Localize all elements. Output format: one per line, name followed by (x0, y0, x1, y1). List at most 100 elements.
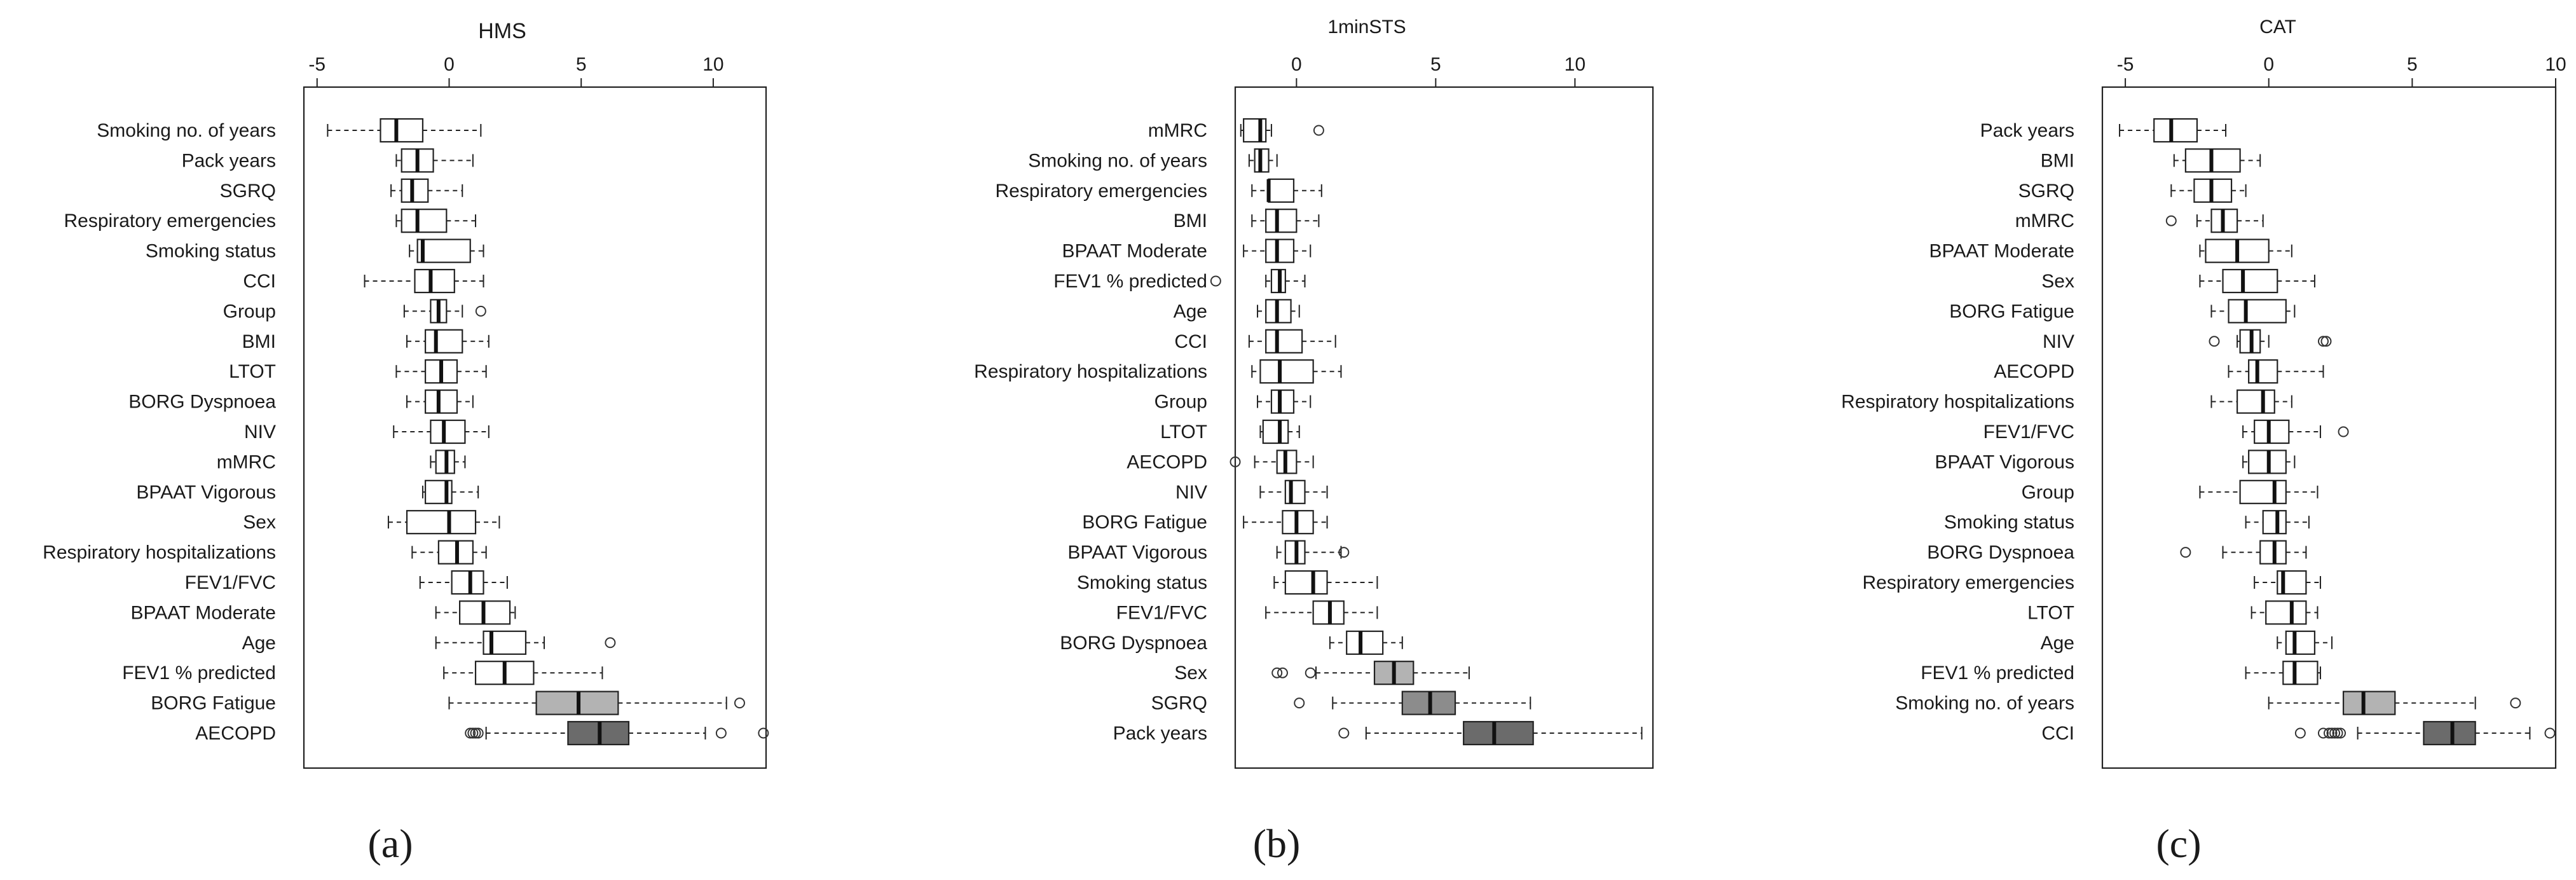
row-label: NIV (2043, 331, 2074, 352)
axis-tick-label: 0 (444, 54, 455, 75)
outlier-point (467, 727, 479, 739)
iqr-box (380, 118, 424, 143)
row-label: NIV (1175, 482, 1207, 503)
box-row: Sex (1174, 661, 1470, 685)
outlier-point (1271, 667, 1283, 678)
box-row: Pack years (1113, 720, 1643, 746)
iqr-box (2248, 359, 2278, 384)
row-label: FEV1 % predicted (1921, 663, 2074, 684)
outlier-point (2324, 727, 2334, 739)
outlier-point (2317, 727, 2329, 739)
box-row: BMI (1174, 209, 1320, 233)
outlier-point (1305, 667, 1316, 678)
box-row: CCI (243, 268, 484, 294)
iqr-box (1463, 720, 1534, 746)
row-label: Pack years (1980, 120, 2074, 141)
row-label: BPAAT Moderate (131, 602, 276, 623)
box-row: BMI (242, 329, 490, 354)
row-label: BORG Fatigue (1949, 301, 2074, 322)
iqr-box (2282, 661, 2319, 685)
iqr-box (2423, 720, 2476, 746)
outlier-point (2338, 426, 2349, 437)
outlier-point (2180, 547, 2191, 558)
box-row: LTOT (2027, 600, 2319, 625)
iqr-box (451, 570, 484, 595)
row-label: BPAAT Vigorous (1067, 542, 1207, 563)
box-row: SGRQ (220, 178, 463, 203)
row-label: BPAAT Moderate (1062, 241, 1207, 262)
box-row: CCI (1174, 329, 1336, 354)
panel-label: (a) (367, 821, 413, 866)
box-row: BPAAT Vigorous (1935, 450, 2296, 474)
box-row: LTOT (1160, 419, 1300, 444)
plot-frame (2101, 86, 2557, 769)
row-label: AECOPD (195, 723, 276, 744)
row-label: SGRQ (1151, 693, 1207, 714)
row-label: LTOT (1160, 422, 1207, 443)
row-label: Smoking status (1944, 512, 2074, 533)
outlier-point (758, 727, 769, 739)
row-label: FEV1 % predicted (122, 663, 276, 684)
iqr-box (1346, 630, 1384, 655)
row-label: Respiratory hospitalizations (43, 542, 276, 563)
box-row: NIV (244, 419, 490, 444)
row-label: Pack years (1113, 723, 1207, 744)
row-label: Sex (2041, 271, 2074, 292)
outlier-point (2317, 336, 2329, 347)
iqr-box (2262, 510, 2287, 535)
row-label: Smoking status (146, 241, 276, 262)
box-row: FEV1/FVC (1116, 600, 1378, 625)
box-row: Age (2041, 630, 2333, 655)
row-label: CCI (243, 271, 276, 292)
box-row: Sex (2041, 268, 2315, 294)
outlier-point (1338, 547, 1350, 558)
box-row: Respiratory hospitalizations (974, 359, 1342, 384)
box-row: mMRC (1148, 118, 1324, 143)
outlier-point (1210, 275, 1221, 287)
box-row: BMI (2041, 148, 2261, 173)
row-label: FEV1/FVC (1116, 602, 1207, 623)
outlier-point (2335, 727, 2346, 739)
panel-label: (b) (1253, 821, 1301, 866)
outlier-point (2332, 727, 2343, 739)
row-label: Respiratory emergencies (996, 181, 1207, 202)
iqr-box (2236, 389, 2275, 414)
iqr-box (2265, 600, 2307, 625)
row-label: Respiratory emergencies (64, 210, 276, 231)
outlier-point (2329, 727, 2341, 739)
iqr-box (1284, 570, 1328, 595)
row-label: Respiratory hospitalizations (1841, 392, 2074, 413)
outlier-point (2294, 727, 2306, 739)
box-row: FEV1 % predicted (122, 661, 603, 685)
row-label: SGRQ (2018, 181, 2074, 202)
row-label: LTOT (229, 361, 276, 382)
box-row: BORG Dyspnoea (1060, 630, 1403, 655)
iqr-box (1268, 178, 1295, 203)
outlier-point (1338, 727, 1350, 739)
outlier-point (1294, 698, 1305, 709)
iqr-box (1270, 389, 1295, 414)
box-row: LTOT (229, 359, 487, 384)
box-row: AECOPD (1127, 450, 1314, 474)
outlier-point (715, 727, 727, 739)
box-row: Pack years (1980, 118, 2227, 143)
box-row: BPAAT Moderate (1062, 238, 1312, 263)
iqr-box (2153, 118, 2198, 143)
row-label: Age (1174, 301, 1207, 322)
box-row: BPAAT Vigorous (1067, 540, 1350, 565)
row-label: FEV1/FVC (185, 572, 276, 593)
box-row: Group (1154, 389, 1312, 414)
row-label: BORG Fatigue (1082, 512, 1207, 533)
outlier-point (2544, 727, 2556, 739)
row-label: Age (2041, 633, 2074, 654)
row-label: BPAAT Moderate (1929, 241, 2074, 262)
box-row: Respiratory hospitalizations (43, 540, 487, 565)
outlier-point (2510, 698, 2521, 709)
box-row: BORG Fatigue (1949, 299, 2296, 324)
box-row: FEV1/FVC (1983, 419, 2349, 444)
row-label: BORG Dyspnoea (1060, 633, 1207, 654)
axis-tick-label: 10 (2545, 54, 2566, 75)
axis-tick-label: 10 (1565, 54, 1586, 75)
row-label: BORG Fatigue (151, 693, 276, 714)
chart-title: CAT (2259, 17, 2296, 38)
